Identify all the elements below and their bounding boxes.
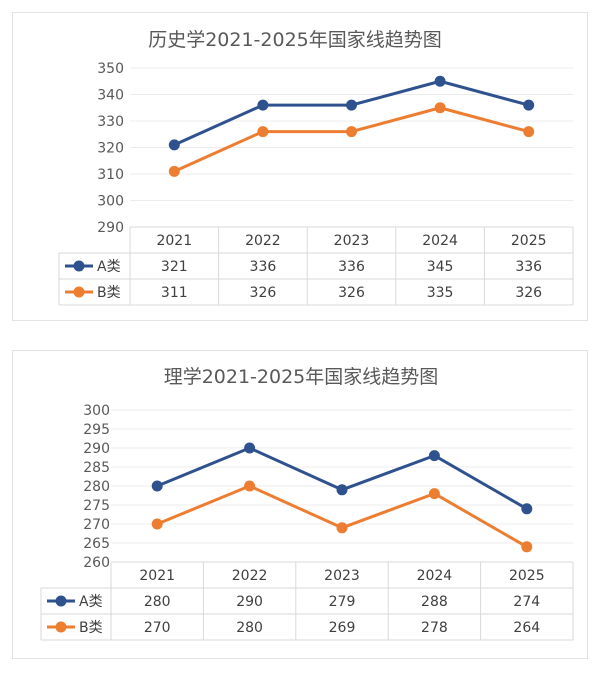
data-point (336, 484, 348, 496)
x-category-label: 2024 (422, 233, 458, 249)
y-tick-label: 280 (83, 479, 110, 495)
science-line-chart: 理学2021-2025年国家线趋势图 300 295 290 285 280 275 270 2… (40, 366, 574, 641)
legend-marker-key (73, 286, 85, 298)
y-tick-label: 260 (83, 555, 110, 571)
table-value-cell: 336 (515, 259, 542, 275)
data-point (521, 503, 533, 515)
table-value-cell: 335 (427, 285, 454, 301)
x-category-label: 2021 (156, 233, 192, 249)
table-value-cell: 270 (144, 620, 171, 636)
history-chart-panel: 历史学2021-2025年国家线趋势图 350 340 330 320 310 300 290… (12, 12, 588, 321)
history-line-chart: 历史学2021-2025年国家线趋势图 350 340 330 320 310 300 290… (58, 29, 574, 306)
chart-title: 历史学2021-2025年国家线趋势图 (148, 29, 442, 51)
data-point (523, 126, 535, 138)
x-category-label: 2023 (324, 568, 360, 584)
table-value-cell: 280 (144, 594, 171, 610)
table-value-cell: 264 (513, 620, 540, 636)
y-tick-label: 340 (97, 88, 124, 104)
y-tick-label: 320 (97, 141, 124, 157)
table-value-cell: 278 (421, 620, 448, 636)
science-chart-panel: 理学2021-2025年国家线趋势图 300 295 290 285 280 275 270 2… (12, 350, 588, 659)
data-point (151, 480, 163, 492)
x-category-label: 2023 (334, 233, 370, 249)
data-point (168, 165, 180, 177)
y-tick-label: 265 (83, 536, 110, 552)
legend-series-name: A类 (97, 259, 121, 275)
legend-series-name: B类 (79, 620, 103, 636)
data-point (336, 522, 348, 534)
y-tick-label: 350 (97, 61, 124, 77)
y-tick-label: 290 (97, 220, 124, 236)
data-point (434, 102, 446, 114)
table-value-cell: 290 (236, 594, 263, 610)
data-point (428, 488, 440, 500)
y-tick-label: 300 (83, 403, 110, 419)
y-tick-label: 295 (83, 422, 110, 438)
data-point (521, 541, 533, 553)
legend-marker-key (55, 621, 67, 633)
data-point (434, 75, 446, 87)
y-tick-label: 270 (83, 517, 110, 533)
table-value-cell: 321 (161, 259, 188, 275)
data-point (346, 126, 357, 138)
x-category-label: 2022 (245, 233, 281, 249)
data-point (244, 442, 256, 454)
x-category-label: 2025 (509, 568, 545, 584)
table-value-cell: 311 (161, 285, 188, 301)
data-point (151, 518, 163, 530)
data-point (346, 99, 357, 111)
data-point (523, 99, 535, 111)
data-point (257, 126, 269, 138)
table-value-cell: 280 (236, 620, 263, 636)
table-value-cell: 326 (338, 285, 365, 301)
data-point (244, 480, 256, 492)
data-point (257, 99, 269, 111)
y-tick-label: 285 (83, 460, 110, 476)
table-value-cell: 288 (421, 594, 448, 610)
table-value-cell: 345 (427, 259, 454, 275)
table-value-cell: 279 (329, 594, 356, 610)
legend-marker-key (55, 595, 67, 607)
table-value-cell: 326 (250, 285, 277, 301)
table-value-cell: 336 (250, 259, 277, 275)
series-line-b (173, 106, 530, 173)
table-value-cell: 274 (513, 594, 540, 610)
data-point (428, 450, 440, 462)
data-point (168, 139, 180, 151)
x-category-label: 2021 (139, 568, 175, 584)
y-tick-label: 310 (97, 167, 124, 183)
x-category-label: 2024 (417, 568, 453, 584)
table-value-cell: 326 (515, 285, 542, 301)
table-value-cell: 269 (329, 620, 356, 636)
y-tick-label: 290 (83, 441, 110, 457)
y-tick-label: 330 (97, 114, 124, 130)
chart-title: 理学2021-2025年国家线趋势图 (164, 366, 439, 388)
x-category-label: 2025 (511, 233, 547, 249)
y-tick-label: 300 (97, 194, 124, 210)
legend-series-name: B类 (97, 285, 121, 301)
legend-series-name: A类 (79, 594, 103, 610)
legend-marker-key (73, 260, 85, 272)
table-value-cell: 336 (338, 259, 365, 275)
y-tick-label: 275 (83, 498, 110, 514)
x-category-label: 2022 (232, 568, 268, 584)
